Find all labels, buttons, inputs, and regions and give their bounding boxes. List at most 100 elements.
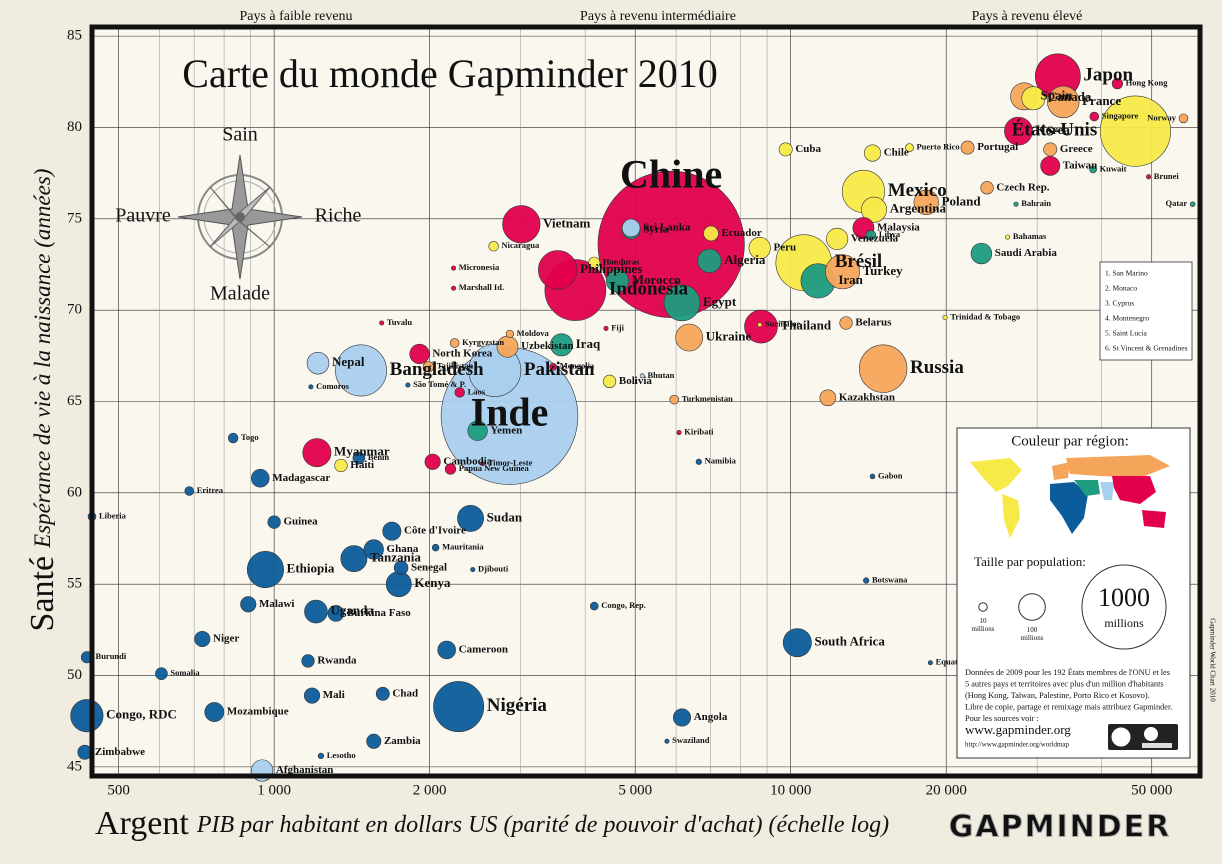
country-label: Côte d'Ivoire xyxy=(404,525,466,537)
compass-west: Pauvre xyxy=(115,205,171,227)
size-legend-unit: millions xyxy=(972,625,995,633)
country-label: Papua New Guinea xyxy=(459,463,530,473)
bubble xyxy=(676,430,682,436)
bubbles xyxy=(70,53,1196,782)
country-label: Chad xyxy=(392,687,418,699)
map-east-asia xyxy=(1112,476,1156,504)
map-north-america xyxy=(970,458,1022,492)
country-label: Kenya xyxy=(414,575,451,590)
country-label: Poland xyxy=(942,193,982,208)
footnote-line: Libre de copie, partage et remixage mais… xyxy=(965,702,1172,711)
y-tick-label: 80 xyxy=(67,119,82,135)
country-label: Laos xyxy=(468,386,486,396)
side-note: Gapminder World Chart 2010 xyxy=(1208,618,1216,702)
bubble xyxy=(664,738,670,744)
bubble xyxy=(1146,174,1152,180)
country-label: Iraq xyxy=(576,336,601,351)
y-tick-label: 45 xyxy=(67,758,82,774)
bubble xyxy=(449,338,460,348)
country-label: Turkmenistan xyxy=(682,394,733,404)
compass-star xyxy=(209,186,271,248)
y-tick-label: 85 xyxy=(67,28,82,44)
country-label: Hong Kong xyxy=(1126,78,1169,88)
bubble xyxy=(1040,155,1061,176)
chart-title: Carte du monde Gapminder 2010 xyxy=(182,51,717,96)
bubble xyxy=(703,225,719,242)
bubble xyxy=(1013,201,1019,207)
country-label: Cuba xyxy=(795,143,821,155)
cc-badge xyxy=(1108,724,1178,750)
country-label: Mauritania xyxy=(442,542,484,552)
country-label: Chile xyxy=(884,147,909,159)
country-label: Somalia xyxy=(170,668,200,678)
website: www.gapminder.org xyxy=(965,722,1071,737)
country-label: Honduras xyxy=(603,257,640,267)
bubble xyxy=(602,374,617,389)
country-label: Spain xyxy=(1041,87,1074,102)
bubble xyxy=(379,320,385,326)
bubble xyxy=(304,599,328,624)
y-tick-label: 70 xyxy=(67,302,82,318)
country-label: Uzbekistan xyxy=(521,340,574,352)
bubble xyxy=(1178,113,1189,124)
country-label: Burundi xyxy=(96,651,127,661)
x-tick-label: 50 000 xyxy=(1131,782,1172,798)
country-label: Niger xyxy=(213,633,239,645)
bubble xyxy=(155,667,168,680)
y-tick-label: 65 xyxy=(67,393,82,409)
bubble xyxy=(467,420,488,441)
country-label: Mongolia xyxy=(560,361,595,371)
country-label: Bahrain xyxy=(1021,198,1051,208)
country-label: Madagascar xyxy=(272,472,330,484)
country-label: Bangladesh xyxy=(390,359,484,380)
country-label: Ecuador xyxy=(721,227,761,239)
map-europe xyxy=(1052,462,1070,480)
y-axis-title: Santé Espérance de vie à la naissance (an… xyxy=(24,169,61,632)
bubble xyxy=(1021,86,1046,111)
x-tick-label: 500 xyxy=(107,782,130,798)
country-label: Tuvalu xyxy=(387,317,412,327)
bubble xyxy=(970,242,993,265)
compass-east: Riche xyxy=(315,205,362,227)
country-label: Marshall Id. xyxy=(459,282,504,292)
country-label: Saudi Arabia xyxy=(995,247,1058,259)
bubble xyxy=(308,384,314,390)
country-label: Senegal xyxy=(411,561,447,573)
bubble xyxy=(697,248,722,273)
country-label: Nicaragua xyxy=(502,240,541,250)
country-label: Cameroon xyxy=(459,643,508,655)
bubble xyxy=(479,461,485,467)
bubble xyxy=(505,329,514,339)
x-axis-sub: PIB par habitant en dollars US (parité d… xyxy=(196,812,889,838)
bubble xyxy=(859,344,908,393)
bubble xyxy=(588,256,601,269)
map-south-asia xyxy=(1100,482,1114,500)
note: 2. Monaco xyxy=(1105,284,1137,293)
bubble xyxy=(695,458,702,465)
country-label: Morocco xyxy=(632,272,681,287)
country-label: Swaziland xyxy=(672,735,710,745)
bubble xyxy=(405,382,411,388)
country-label: Syria xyxy=(643,223,669,235)
country-label: Mozambique xyxy=(227,706,289,718)
bubble xyxy=(194,630,211,648)
bubble xyxy=(488,241,499,252)
country-label: Qatar xyxy=(1165,198,1187,208)
country-label: Trinidad & Tobago xyxy=(950,311,1020,321)
y-axis-sub: Espérance de vie à la naissance (années) xyxy=(30,169,55,549)
country-label: Turkey xyxy=(863,263,903,278)
size-legend-unit: millions xyxy=(1021,634,1044,642)
country-label: Malawi xyxy=(259,598,294,610)
map-url: http://www.gapminder.org/worldmap xyxy=(965,741,1070,749)
country-label: Puerto Rico xyxy=(916,142,959,152)
country-label: Rwanda xyxy=(317,654,357,666)
country-label: Fiji xyxy=(611,322,624,332)
country-label: Haiti xyxy=(350,459,374,471)
country-label: Chine xyxy=(620,152,722,197)
income-group-label: Pays à revenu élevé xyxy=(972,9,1083,24)
bubble xyxy=(385,571,412,598)
bubble xyxy=(251,468,270,488)
cc-icon xyxy=(1110,726,1132,748)
y-tick-label: 50 xyxy=(67,667,82,683)
